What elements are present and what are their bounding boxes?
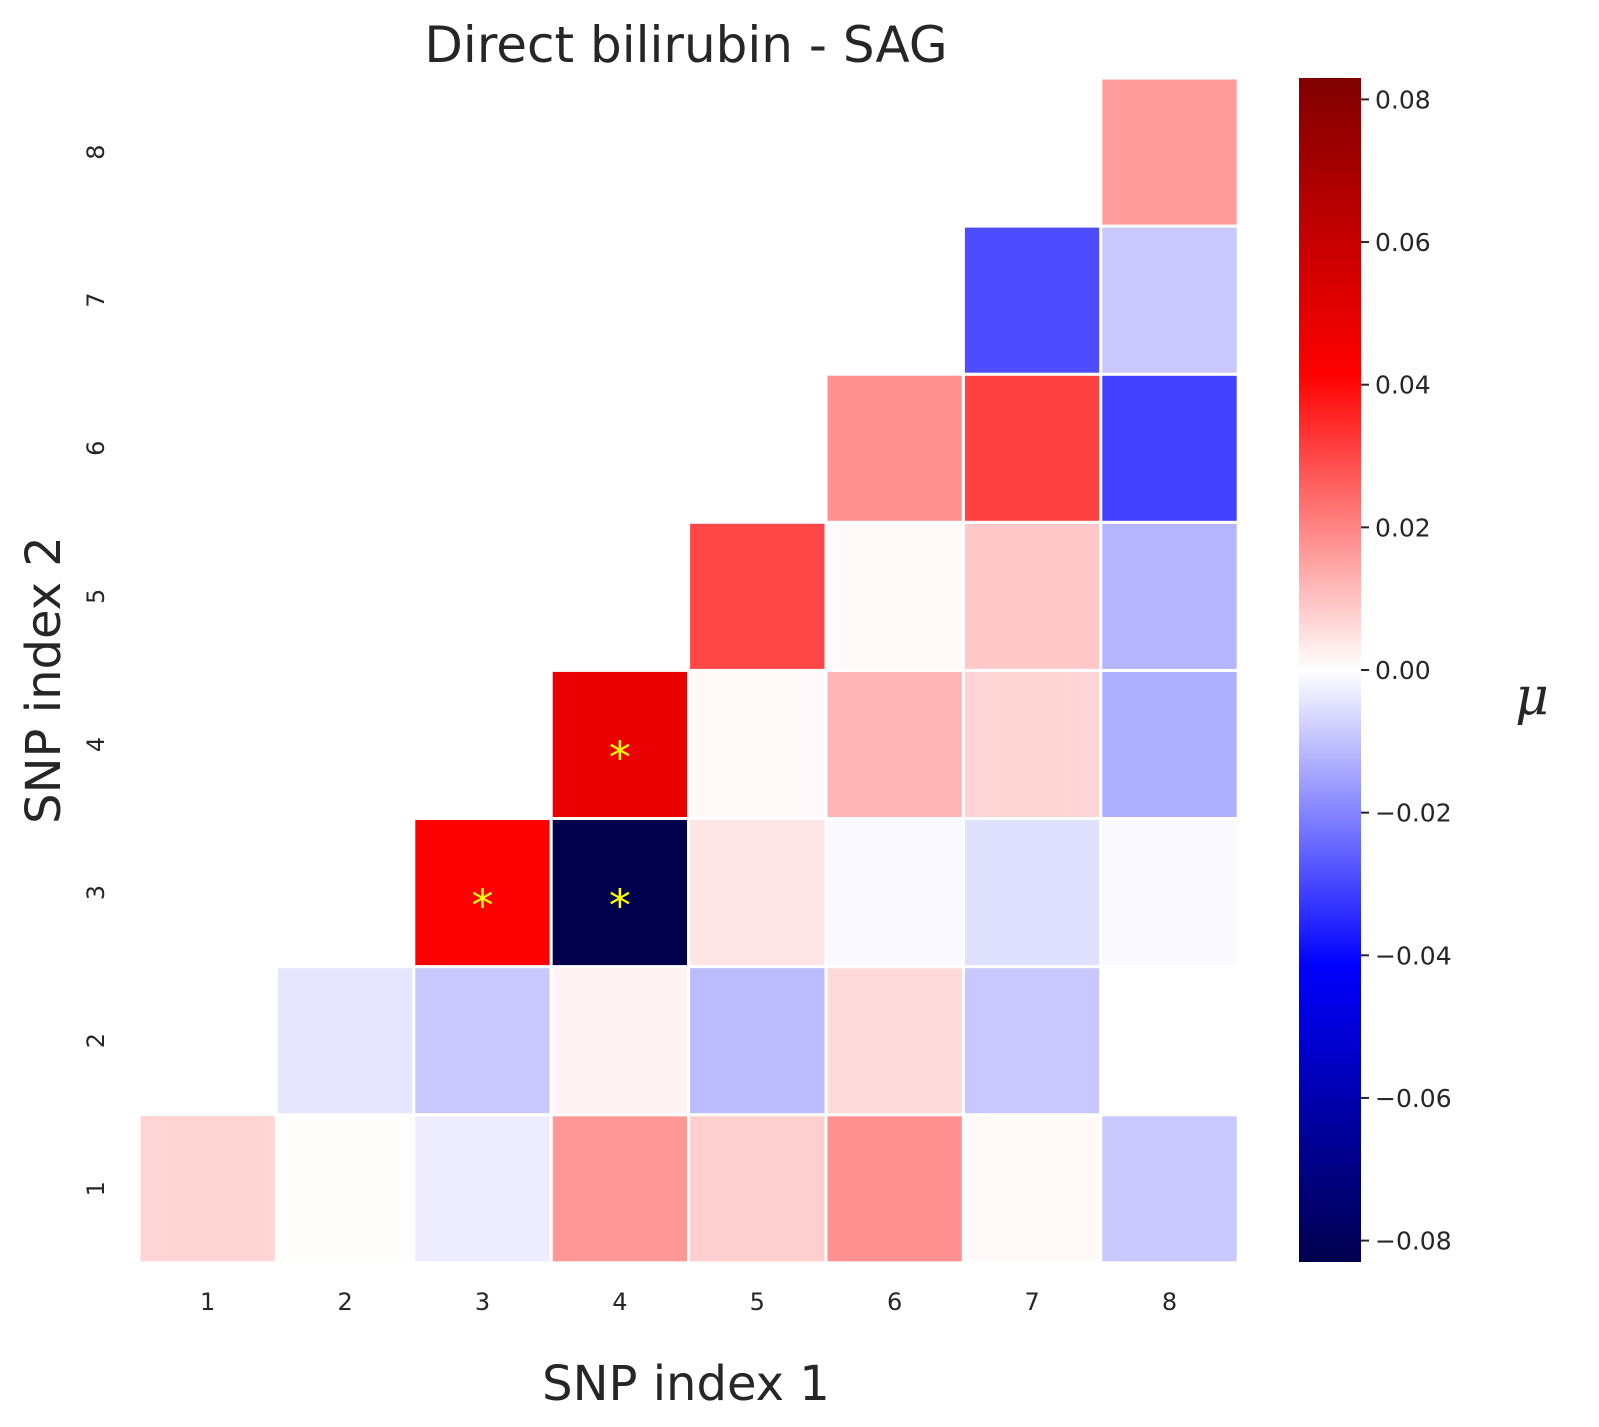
x-axis-ticks: 1 2 3 4 5 6 7 8 — [200, 1288, 1177, 1316]
heatmap-cell — [687, 668, 828, 821]
heatmap-cell — [1099, 1113, 1240, 1265]
heatmap-cell — [961, 668, 1103, 821]
heatmap-cell — [687, 817, 828, 969]
colorbar-tick-label: 0.08 — [1375, 85, 1431, 114]
heatmap-cell — [1099, 668, 1240, 821]
y-tick-label: 2 — [82, 1033, 110, 1048]
heatmap-cell — [1099, 965, 1240, 1117]
heatmap-cell — [687, 965, 828, 1117]
y-tick-label: 5 — [82, 589, 110, 604]
x-tick-label: 2 — [337, 1288, 352, 1316]
heatmap-cells — [137, 76, 1240, 1265]
significance-star: * — [472, 881, 494, 932]
heatmap-cell — [961, 1113, 1103, 1265]
x-tick-label: 4 — [612, 1288, 627, 1316]
chart-title: Direct bilirubin - SAG — [424, 16, 947, 74]
heatmap-cell — [1099, 372, 1240, 524]
y-axis-ticks: 1 2 3 4 5 6 7 8 — [82, 144, 110, 1196]
colorbar-tick-label: −0.02 — [1375, 799, 1452, 828]
significance-markers: * * * — [472, 732, 631, 931]
heatmap-cell — [961, 817, 1103, 969]
colorbar-tick-label: −0.08 — [1375, 1227, 1452, 1256]
significance-star: * — [609, 881, 631, 932]
heatmap-cell — [1099, 817, 1240, 969]
heatmap-cell — [1099, 224, 1240, 376]
heatmap-cell — [824, 1113, 965, 1265]
y-tick-label: 6 — [82, 441, 110, 456]
heatmap-cell — [412, 965, 553, 1117]
heatmap-cell — [961, 520, 1103, 672]
colorbar-ticks: −0.08 −0.06 −0.04 −0.02 0.00 0.02 0.04 0.06 0.08 — [1361, 85, 1452, 1256]
y-tick-label: 1 — [82, 1181, 110, 1196]
heatmap-cell — [824, 817, 965, 969]
heatmap-cell — [137, 1113, 278, 1265]
heatmap-cell — [549, 965, 691, 1117]
heatmap-cell — [549, 817, 691, 969]
colorbar-tick-label: 0.06 — [1375, 228, 1431, 257]
heatmap-cell — [549, 1113, 691, 1265]
heatmap-cell — [687, 520, 828, 672]
colorbar-tick-label: 0.02 — [1375, 513, 1431, 542]
heatmap-cell — [824, 965, 965, 1117]
colorbar-tick-label: 0.04 — [1375, 371, 1431, 400]
colorbar-label: μ — [1515, 667, 1549, 727]
heatmap-cell — [1099, 520, 1240, 672]
x-tick-label: 1 — [200, 1288, 215, 1316]
colorbar — [1299, 78, 1361, 1262]
heatmap-cell — [824, 520, 965, 672]
x-tick-label: 8 — [1162, 1288, 1177, 1316]
x-tick-label: 7 — [1024, 1288, 1039, 1316]
heatmap-cell — [961, 372, 1103, 524]
y-tick-label: 4 — [82, 737, 110, 752]
y-tick-label: 3 — [82, 885, 110, 900]
heatmap-cell — [1099, 76, 1240, 228]
heatmap-cell — [824, 372, 965, 524]
colorbar-tick-label: −0.06 — [1375, 1084, 1452, 1113]
x-tick-label: 3 — [475, 1288, 490, 1316]
y-axis-label: SNP index 2 — [16, 536, 72, 824]
heatmap-cell — [549, 668, 691, 821]
x-axis-label: SNP index 1 — [542, 1356, 830, 1412]
x-tick-label: 6 — [887, 1288, 902, 1316]
heatmap-cell — [412, 817, 553, 969]
y-tick-label: 8 — [82, 144, 110, 159]
colorbar-tick-label: −0.04 — [1375, 941, 1452, 970]
heatmap-cell — [274, 965, 416, 1117]
heatmap-cell — [687, 1113, 828, 1265]
x-tick-label: 5 — [750, 1288, 765, 1316]
y-tick-label: 7 — [82, 293, 110, 308]
heatmap-cell — [961, 224, 1103, 376]
significance-star: * — [609, 732, 631, 783]
heatmap-cell — [412, 1113, 553, 1265]
colorbar-tick-label: 0.00 — [1375, 656, 1431, 685]
heatmap-cell — [274, 1113, 416, 1265]
heatmap-cell — [961, 965, 1103, 1117]
heatmap-cell — [824, 668, 965, 821]
